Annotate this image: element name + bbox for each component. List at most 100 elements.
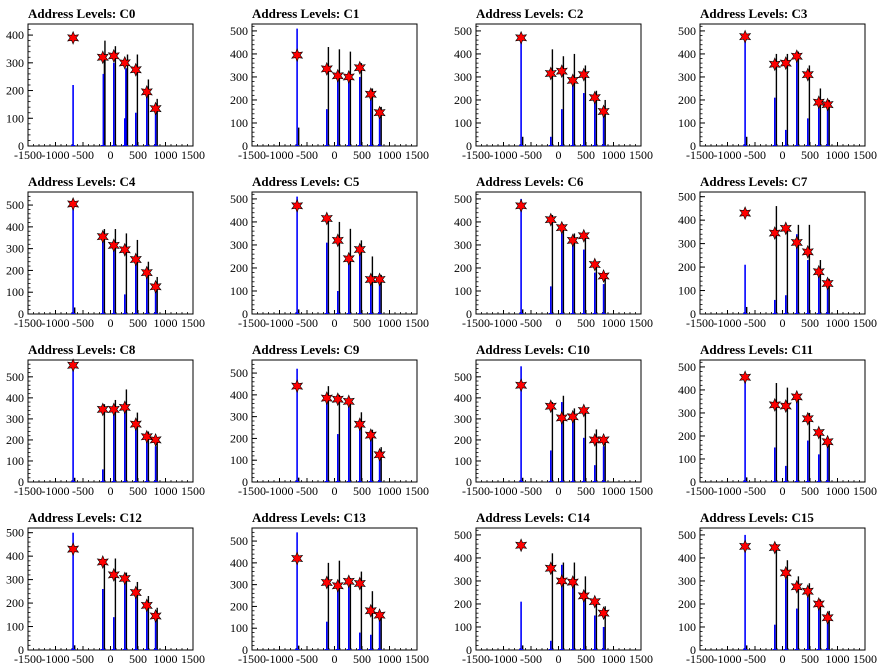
x-tick-label: -1500 [238, 316, 266, 330]
y-tick-label: 300 [230, 578, 248, 592]
level-marker [67, 196, 80, 211]
level-marker [353, 576, 366, 591]
x-tick-label: -500 [744, 652, 766, 666]
x-tick-label: 500 [801, 484, 819, 498]
level-marker [96, 229, 109, 244]
chart-title: Address Levels: C8 [28, 342, 136, 357]
level-marker [342, 574, 355, 589]
x-tick-label: 1500 [853, 148, 877, 162]
x-tick-label: 1500 [181, 484, 205, 498]
x-tick-label: 1500 [181, 652, 205, 666]
chart-panel: Address Levels: C10 0 100 200 300 400 500 -1500… [454, 342, 653, 498]
x-tick-label: 1000 [154, 148, 178, 162]
level-marker [149, 101, 162, 116]
level-marker [331, 392, 344, 407]
x-tick-label: -1000 [42, 148, 70, 162]
y-tick-label: 100 [678, 620, 696, 634]
y-tick-label: 200 [678, 260, 696, 274]
plot-frame [475, 191, 642, 315]
level-marker [140, 84, 153, 99]
plot-frame [475, 527, 642, 651]
level-marker [544, 66, 557, 81]
y-tick-label: 500 [454, 528, 472, 542]
y-tick-label: 400 [454, 391, 472, 405]
level-marker [555, 410, 568, 425]
chart-title: Address Levels: C9 [252, 342, 360, 357]
level-marker [129, 62, 142, 77]
level-marker [566, 409, 579, 424]
y-tick-label: 200 [230, 261, 248, 275]
y-tick-label: 200 [6, 433, 24, 447]
level-marker [342, 251, 355, 266]
x-tick-label: -1000 [266, 484, 294, 498]
y-tick-label: 0 [690, 643, 696, 657]
y-tick-label: 0 [690, 307, 696, 321]
y-tick-label: 200 [678, 597, 696, 611]
y-tick-label: 100 [6, 285, 24, 299]
y-tick-label: 400 [6, 220, 24, 234]
chart-panel: Address Levels: C12 0 100 200 300 400 500 -1500… [6, 510, 205, 666]
level-marker [140, 429, 153, 444]
y-tick-label: 400 [678, 551, 696, 565]
level-marker [768, 57, 781, 72]
x-tick-label: 1000 [378, 316, 402, 330]
x-tick-label: 0 [780, 148, 786, 162]
x-tick-label: 500 [801, 148, 819, 162]
level-marker [801, 411, 814, 426]
x-tick-label: 0 [556, 484, 562, 498]
level-marker [140, 598, 153, 613]
level-marker [821, 434, 834, 449]
x-tick-label: -1500 [462, 652, 490, 666]
x-tick-label: -1500 [462, 484, 490, 498]
level-marker [555, 220, 568, 235]
x-tick-label: 1500 [405, 316, 429, 330]
plot-frame [251, 527, 418, 651]
y-tick-label: 0 [18, 643, 24, 657]
level-marker [331, 68, 344, 83]
y-tick-label: 200 [230, 431, 248, 445]
level-marker [577, 588, 590, 603]
x-tick-label: -1000 [490, 148, 518, 162]
plot-frame [27, 359, 194, 483]
x-tick-label: 0 [556, 652, 562, 666]
level-marker [790, 49, 803, 64]
y-tick-label: 0 [242, 643, 248, 657]
x-tick-label: 500 [577, 316, 595, 330]
y-tick-label: 0 [466, 643, 472, 657]
y-tick-label: 100 [678, 284, 696, 298]
level-marker [812, 596, 825, 611]
chart-panel: Address Levels: C14 0 100 200 300 400 500 -1500… [454, 510, 653, 666]
y-tick-label: 500 [678, 24, 696, 38]
plot-frame [27, 23, 194, 147]
x-tick-label: 0 [332, 148, 338, 162]
level-marker [353, 417, 366, 432]
x-tick-label: 500 [129, 652, 147, 666]
level-marker [577, 67, 590, 82]
level-marker [96, 50, 109, 65]
level-marker [373, 272, 386, 287]
x-tick-label: -500 [520, 484, 542, 498]
x-tick-label: 1000 [378, 484, 402, 498]
x-tick-label: 1500 [629, 316, 653, 330]
y-tick-label: 500 [678, 190, 696, 204]
y-tick-label: 300 [6, 412, 24, 426]
x-tick-label: 500 [129, 316, 147, 330]
level-marker [544, 212, 557, 227]
x-tick-label: 1000 [154, 484, 178, 498]
level-marker [515, 378, 528, 393]
y-tick-label: 300 [230, 70, 248, 84]
x-tick-label: -1000 [714, 148, 742, 162]
y-tick-label: 0 [466, 307, 472, 321]
level-marker [597, 606, 610, 621]
x-tick-label: 1000 [826, 148, 850, 162]
y-tick-label: 500 [230, 192, 248, 206]
level-marker [320, 575, 333, 590]
level-marker [291, 48, 304, 63]
x-tick-label: 1500 [181, 148, 205, 162]
x-tick-label: -500 [296, 316, 318, 330]
y-tick-label: 300 [230, 410, 248, 424]
x-tick-label: 1500 [629, 652, 653, 666]
level-marker [779, 221, 792, 236]
x-tick-label: 1000 [826, 316, 850, 330]
level-marker [364, 603, 377, 618]
